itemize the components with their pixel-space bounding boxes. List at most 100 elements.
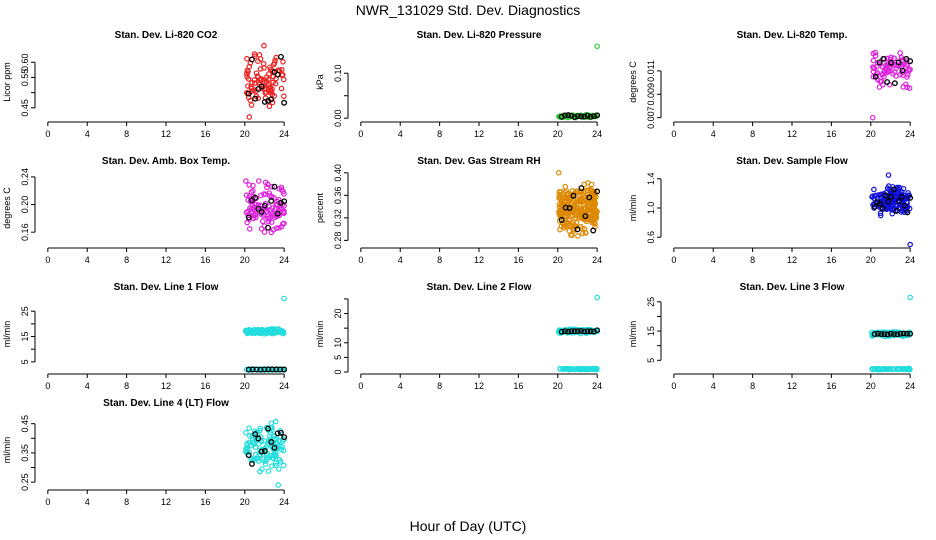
- average-point: [574, 113, 581, 120]
- chart-title: Stan. Dev. Li-820 Pressure: [417, 30, 542, 41]
- data-point: [571, 203, 578, 209]
- data-point: [591, 193, 597, 199]
- x-tick-label: 12: [474, 255, 484, 265]
- average-point: [594, 112, 601, 119]
- average-point: [876, 59, 883, 66]
- average-point: [881, 331, 888, 338]
- average-point: [273, 366, 280, 373]
- average-point: [274, 430, 281, 437]
- x-tick-label: 4: [85, 381, 90, 391]
- data-point: [271, 60, 278, 66]
- average-point: [578, 113, 584, 120]
- x-tick-label: 16: [513, 255, 523, 265]
- y-tick-label: 0: [333, 369, 343, 374]
- y-tick-label: 1.0: [646, 202, 656, 215]
- average-point: [565, 328, 572, 335]
- data-point: [273, 201, 279, 208]
- average-point: [581, 328, 588, 335]
- data-point: [261, 229, 268, 235]
- data-point: [256, 52, 263, 58]
- average-point: [874, 330, 881, 337]
- data-point: [585, 187, 592, 194]
- data-point: [891, 55, 897, 61]
- data-point: [566, 199, 572, 205]
- x-tick-label: 8: [750, 129, 755, 139]
- chart-title: Stan. Dev. Line 3 Flow: [740, 282, 845, 293]
- data-point: [567, 217, 573, 223]
- average-point: [258, 448, 265, 455]
- data-point: [246, 425, 252, 432]
- average-point: [901, 202, 908, 209]
- average-point: [268, 198, 275, 204]
- y-axis-label: ml/min: [628, 321, 638, 348]
- average-point: [281, 434, 288, 441]
- y-tick-label: 0.16: [20, 223, 30, 241]
- data-point: [890, 189, 897, 196]
- data-point: [907, 66, 913, 73]
- x-tick-label: 4: [398, 129, 403, 139]
- average-point: [587, 113, 594, 120]
- average-point: [899, 193, 905, 200]
- chart-title: Stan. Dev. Sample Flow: [736, 156, 848, 167]
- average-point: [274, 71, 281, 78]
- data-point: [570, 366, 577, 372]
- data-point: [255, 178, 262, 184]
- data-point: [257, 66, 264, 72]
- data-point: [278, 85, 285, 92]
- data-point: [569, 212, 576, 219]
- data-point: [870, 57, 877, 64]
- data-point: [275, 482, 282, 488]
- average-point: [590, 113, 597, 120]
- data-point: [245, 76, 252, 82]
- x-tick-label: 12: [787, 129, 797, 139]
- average-point: [884, 79, 891, 85]
- data-point: [907, 294, 913, 301]
- average-point: [258, 83, 265, 90]
- data-point: [907, 241, 913, 248]
- average-point: [277, 53, 284, 60]
- y-tick-label: 0.35: [20, 444, 30, 462]
- data-point: [248, 189, 255, 195]
- average-point: [885, 198, 892, 205]
- data-point: [590, 366, 597, 372]
- chart-title: Stan. Dev. Line 2 Flow: [427, 282, 532, 293]
- x-tick-label: 16: [826, 255, 836, 265]
- x-tick-label: 0: [45, 381, 50, 391]
- average-point: [584, 328, 591, 335]
- average-point: [877, 200, 884, 207]
- data-point: [568, 232, 574, 238]
- x-tick-label: 20: [553, 129, 563, 139]
- y-tick-label: 0.10: [333, 64, 343, 82]
- chart-title: Stan. Dev. Line 4 (LT) Flow: [103, 398, 229, 409]
- average-point: [574, 226, 581, 233]
- average-point: [586, 194, 593, 201]
- y-tick-label: 0.00: [333, 109, 343, 127]
- y-tick-label: 0.25: [20, 473, 30, 491]
- data-point: [870, 64, 877, 71]
- x-tick-label: 12: [787, 255, 797, 265]
- chart-panel-3: Stan. Dev. Li-820 Temp.0 4 8 12 16 20 240.0070…: [628, 30, 915, 139]
- data-point: [247, 433, 253, 439]
- data-point: [281, 436, 287, 443]
- data-point: [567, 366, 574, 372]
- data-point: [258, 76, 265, 82]
- data-point: [904, 84, 910, 91]
- average-point: [261, 202, 268, 209]
- chart-panel-10: Stan. Dev. Line 4 (LT) Flow 0 4 8 12 16 20 24 0.…: [2, 398, 289, 507]
- data-point: [877, 210, 884, 217]
- data-point: [593, 113, 600, 120]
- data-point: [280, 58, 286, 65]
- data-point: [592, 220, 598, 227]
- data-point: [272, 57, 278, 64]
- data-point: [246, 449, 253, 456]
- x-tick-label: 20: [866, 381, 876, 391]
- average-point: [571, 114, 578, 121]
- y-tick-label: 25: [646, 297, 656, 307]
- y-axis-label: kPa: [315, 74, 325, 90]
- x-tick-label: 4: [85, 129, 90, 139]
- average-point: [897, 330, 904, 337]
- x-tick-label: 20: [866, 129, 876, 139]
- data-point: [251, 77, 258, 83]
- data-point: [877, 212, 884, 219]
